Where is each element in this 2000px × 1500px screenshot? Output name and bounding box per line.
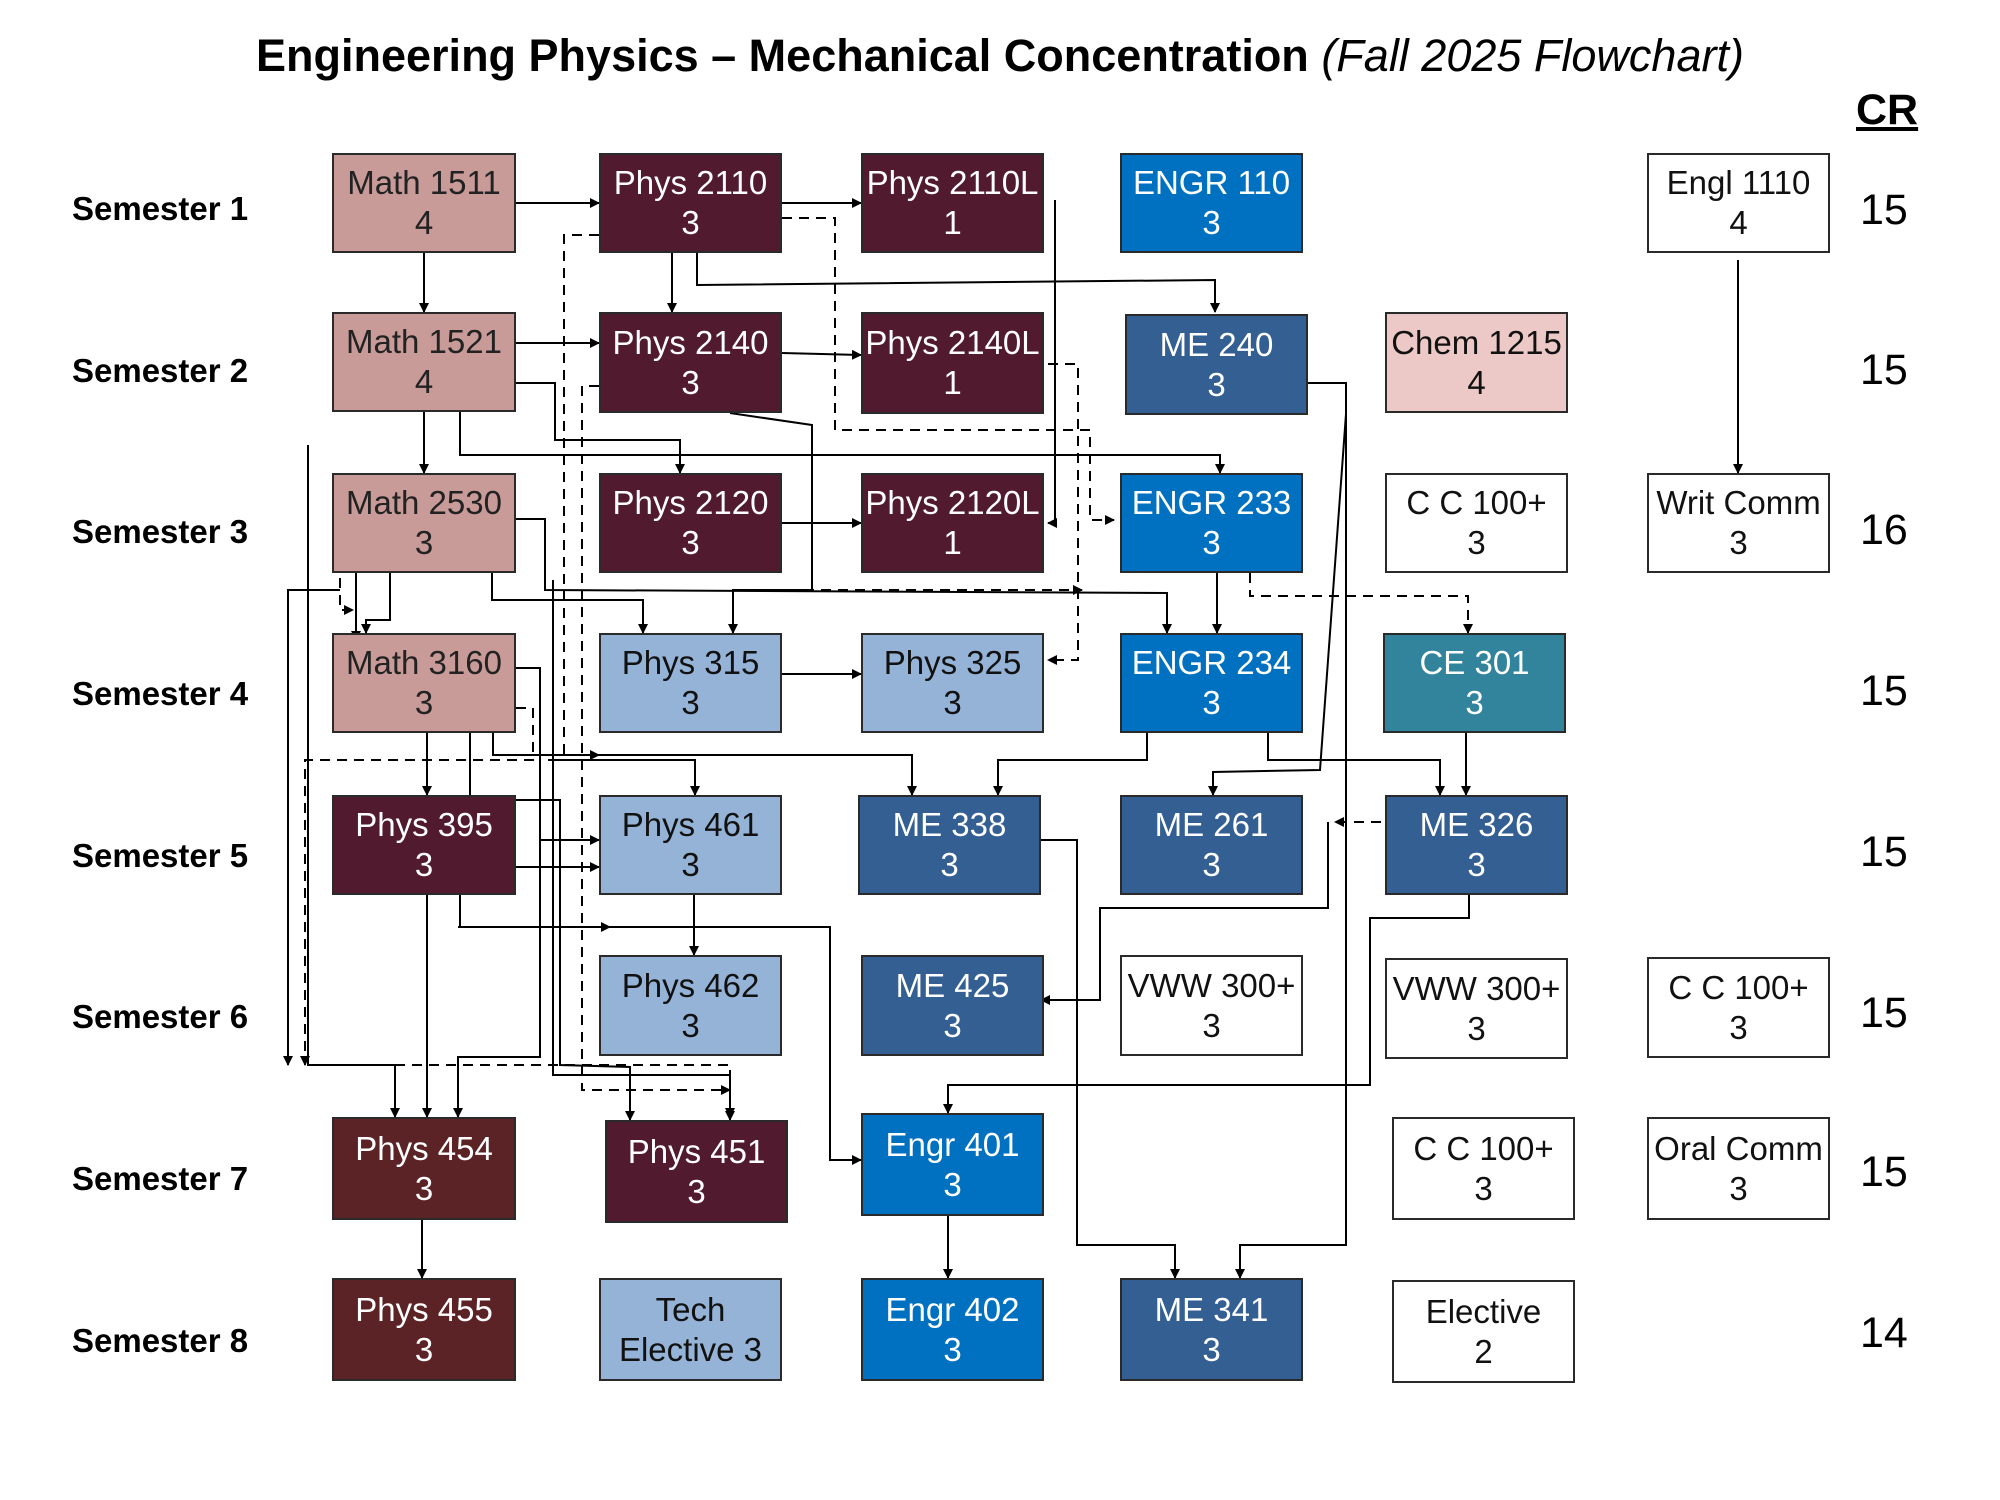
arrow-engr234-me326 bbox=[1267, 733, 1445, 796]
course-vww300-b[interactable]: VWW 300+ 3 bbox=[1385, 958, 1568, 1059]
arrow-me240-me261 bbox=[1208, 413, 1347, 796]
semester-2-label: Semester 2 bbox=[72, 352, 249, 389]
course-me326[interactable]: ME 326 3 bbox=[1385, 795, 1568, 895]
arrow-math3160-phys461b bbox=[548, 759, 700, 796]
course-phys395[interactable]: Phys 395 3 bbox=[332, 795, 516, 895]
semester-6-credits: 15 bbox=[1860, 989, 1908, 1037]
course-engr234[interactable]: ENGR 234 3 bbox=[1120, 633, 1303, 733]
dashed-math3160-phys454 bbox=[300, 707, 534, 1066]
dashed-phys2140l-engr233 bbox=[1047, 363, 1079, 665]
course-engr401[interactable]: Engr 401 3 bbox=[861, 1113, 1044, 1216]
course-math2530[interactable]: Math 2530 3 bbox=[332, 473, 516, 573]
course-phys315[interactable]: Phys 315 3 bbox=[599, 633, 782, 733]
dashed-phys2110-phys2110l bbox=[782, 217, 1115, 525]
semester-8-credits: 14 bbox=[1860, 1309, 1908, 1357]
course-elective[interactable]: Elective 2 bbox=[1392, 1280, 1575, 1383]
course-phys2120[interactable]: Phys 2120 3 bbox=[599, 473, 782, 573]
arrow-math3160-me338 bbox=[492, 733, 917, 796]
course-phys461[interactable]: Phys 461 3 bbox=[599, 795, 782, 895]
semester-4-credits: 15 bbox=[1860, 667, 1908, 715]
semester-3-label: Semester 3 bbox=[72, 513, 249, 550]
course-writ-comm[interactable]: Writ Comm 3 bbox=[1647, 473, 1830, 573]
arrow-math2530-engr234 bbox=[516, 518, 1172, 634]
semester-5-credits: 15 bbox=[1860, 828, 1908, 876]
arrow-phys2110-me240 bbox=[696, 253, 1220, 313]
title-main: Engineering Physics – Mechanical Concent… bbox=[256, 30, 1309, 81]
arrow-math1521-phys2120 bbox=[516, 382, 685, 474]
arrow-math2530-phys454 bbox=[283, 589, 340, 1066]
course-me240[interactable]: ME 240 3 bbox=[1125, 314, 1308, 415]
arrow-me240-me341 bbox=[1235, 382, 1347, 1279]
dashed-phys451-phys454 bbox=[395, 1064, 735, 1118]
course-math1511[interactable]: Math 1511 4 bbox=[332, 153, 516, 253]
course-cc100-sem7[interactable]: C C 100+ 3 bbox=[1392, 1117, 1575, 1220]
course-engr233[interactable]: ENGR 233 3 bbox=[1120, 473, 1303, 573]
dashed-phys2110-phys461 bbox=[563, 234, 600, 760]
arrow-phys2140-phys2140l bbox=[781, 349, 862, 360]
course-ce301[interactable]: CE 301 3 bbox=[1383, 633, 1566, 733]
arrow-phys2110l-phys2120l bbox=[1047, 200, 1057, 528]
course-cc100-sem6[interactable]: C C 100+ 3 bbox=[1647, 957, 1830, 1058]
arrow-phys395-phys451 bbox=[459, 893, 862, 1165]
course-phys2110l[interactable]: Phys 2110L 1 bbox=[861, 153, 1044, 253]
arrow-me326-engr401 bbox=[943, 893, 1470, 1114]
semester-1-label: Semester 1 bbox=[72, 190, 249, 227]
semester-2-credits: 15 bbox=[1860, 346, 1908, 394]
semester-6-label: Semester 6 bbox=[72, 998, 249, 1035]
course-me338[interactable]: ME 338 3 bbox=[858, 795, 1041, 895]
semester-7-label: Semester 7 bbox=[72, 1160, 249, 1197]
semester-4-label: Semester 4 bbox=[72, 675, 249, 712]
dashed-engr233-ce301 bbox=[1249, 573, 1473, 634]
course-oral-comm[interactable]: Oral Comm 3 bbox=[1647, 1117, 1830, 1220]
semester-3-credits: 16 bbox=[1860, 506, 1908, 554]
flowchart-title: Engineering Physics – Mechanical Concent… bbox=[0, 30, 2000, 82]
course-phys325[interactable]: Phys 325 3 bbox=[861, 633, 1044, 733]
course-phys454[interactable]: Phys 454 3 bbox=[332, 1117, 516, 1220]
course-vww300-a[interactable]: VWW 300+ 3 bbox=[1120, 955, 1303, 1056]
course-phys2120l[interactable]: Phys 2120L 1 bbox=[861, 473, 1044, 573]
arrow-me338-me341 bbox=[1041, 839, 1180, 1279]
course-chem1215[interactable]: Chem 1215 4 bbox=[1385, 312, 1568, 413]
arrow-math3160-phys454 bbox=[453, 673, 541, 1118]
title-subtitle: (Fall 2025 Flowchart) bbox=[1321, 30, 1744, 81]
course-phys2110[interactable]: Phys 2110 3 bbox=[599, 153, 782, 253]
arrow-math2530-math3160 bbox=[361, 573, 391, 634]
credits-column-header: CR bbox=[1856, 86, 1919, 134]
arrow-math1521-engr233 bbox=[459, 412, 1225, 474]
course-engr110[interactable]: ENGR 110 3 bbox=[1120, 153, 1303, 253]
arrow-math2530-phys315 bbox=[491, 573, 648, 634]
course-me261[interactable]: ME 261 3 bbox=[1120, 795, 1303, 895]
course-phys451[interactable]: Phys 451 3 bbox=[605, 1120, 788, 1223]
course-math3160[interactable]: Math 3160 3 bbox=[332, 633, 516, 733]
course-tech-elective[interactable]: Tech Elective 3 bbox=[599, 1278, 782, 1381]
arrow-math2530-phys451 bbox=[552, 580, 735, 1121]
course-phys455[interactable]: Phys 455 3 bbox=[332, 1278, 516, 1381]
dashed-phys2140-phys451 bbox=[581, 385, 731, 1095]
course-phys2140l[interactable]: Phys 2140L 1 bbox=[861, 312, 1044, 414]
arrow-engr234-me338 bbox=[993, 733, 1148, 796]
semester-7-credits: 15 bbox=[1860, 1148, 1908, 1196]
semester-8-label: Semester 8 bbox=[72, 1322, 249, 1359]
course-cc100-sem3[interactable]: C C 100+ 3 bbox=[1385, 473, 1568, 573]
semester-1-credits: 15 bbox=[1860, 186, 1908, 234]
course-engr402[interactable]: Engr 402 3 bbox=[861, 1278, 1044, 1381]
semester-5-label: Semester 5 bbox=[72, 837, 249, 874]
course-me341[interactable]: ME 341 3 bbox=[1120, 1278, 1303, 1381]
course-phys2140[interactable]: Phys 2140 3 bbox=[599, 312, 782, 413]
arrow-math1521-phys454 bbox=[307, 445, 400, 1118]
course-me425[interactable]: ME 425 3 bbox=[861, 955, 1044, 1056]
arrow-me326-me425 bbox=[1040, 822, 1329, 1005]
course-math1521[interactable]: Math 1521 4 bbox=[332, 312, 516, 412]
course-phys462[interactable]: Phys 462 3 bbox=[599, 955, 782, 1056]
course-engl1110[interactable]: Engl 1110 4 bbox=[1647, 153, 1830, 253]
dashed-math2530-math3160 bbox=[339, 578, 354, 615]
